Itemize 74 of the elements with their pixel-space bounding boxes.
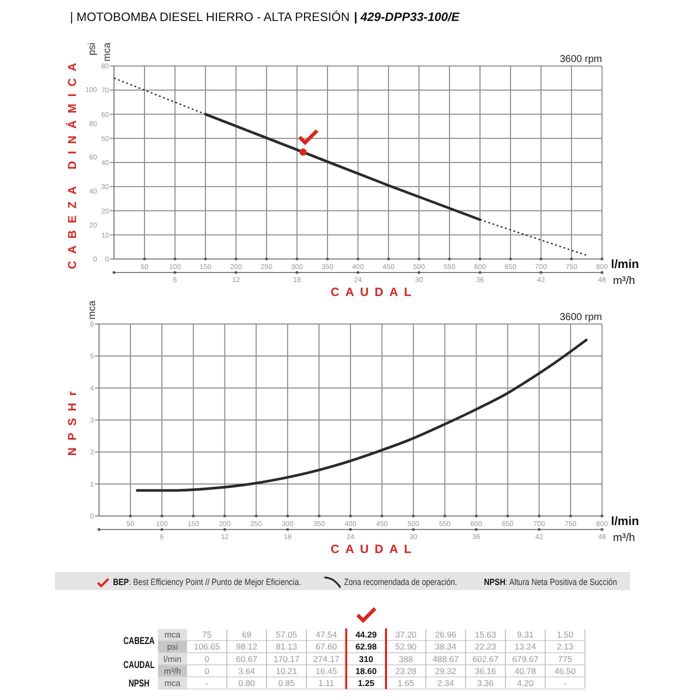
data-label: 40.78 bbox=[514, 666, 536, 676]
data-label: 3.36 bbox=[477, 678, 494, 688]
data-label: 38.34 bbox=[435, 642, 457, 652]
data-label: 46.50 bbox=[554, 666, 576, 676]
data-label: 98.12 bbox=[236, 642, 258, 652]
x-axis-title: CAUDAL bbox=[330, 542, 418, 556]
data-label: 57.05 bbox=[276, 630, 298, 640]
data-label: 60.67 bbox=[236, 654, 258, 664]
data-label: 1.65 bbox=[398, 678, 414, 688]
data-label: 1.11 bbox=[318, 678, 335, 688]
data-label: 310 bbox=[359, 654, 374, 664]
y-tick-label: psi bbox=[167, 642, 178, 652]
chart-title: | MOTOBOMBA DIESEL HIERRO - ALTA PRESIÓN bbox=[70, 10, 350, 24]
data-label: 1.25 bbox=[358, 678, 375, 688]
data-label: 388 bbox=[398, 654, 414, 664]
chart-subtitle: | 429-DPP33-100/E bbox=[354, 10, 460, 24]
data-label: 29.32 bbox=[435, 666, 457, 676]
text: CABEZA DINÁMICA bbox=[65, 56, 79, 270]
data-label: 67.60 bbox=[316, 642, 338, 652]
x2-axis-title: m³/h bbox=[613, 532, 635, 544]
data-label: 3.64 bbox=[238, 666, 256, 676]
data-label: 2.34 bbox=[437, 678, 454, 688]
data-label: 69 bbox=[242, 630, 252, 640]
data-label: 0.85 bbox=[278, 678, 296, 688]
data-label: 4.20 bbox=[517, 678, 534, 688]
data-label: 0.80 bbox=[238, 678, 256, 688]
annotation: CAUDAL bbox=[123, 660, 166, 672]
text: Zona recomendada de operación. bbox=[344, 577, 480, 587]
data-label: 47.54 bbox=[316, 630, 338, 640]
data-label: 274.17 bbox=[313, 654, 340, 664]
data-label: 22.23 bbox=[474, 642, 496, 652]
data-label: 488.67 bbox=[432, 654, 459, 664]
y-tick-label: mca bbox=[164, 630, 181, 640]
data-label: 75 bbox=[202, 630, 212, 640]
y-tick-label: mca bbox=[164, 678, 181, 688]
text: 3600 rpm bbox=[560, 312, 602, 323]
x2-axis-title: m³/h bbox=[613, 275, 635, 287]
data-label: 13.24 bbox=[514, 642, 536, 652]
data-label: 37.20 bbox=[395, 630, 417, 640]
data-label: 775 bbox=[558, 654, 572, 664]
data-label: 62.98 bbox=[355, 642, 378, 652]
data-label: 36.16 bbox=[474, 666, 496, 676]
x-axis-title: CAUDAL bbox=[330, 285, 418, 299]
data-label: 52.90 bbox=[395, 642, 417, 652]
y-axis-title: NPSHr bbox=[67, 384, 79, 456]
data-label: 9.31 bbox=[517, 630, 534, 640]
annotation: CABEZA bbox=[123, 636, 166, 647]
y-tick-label: m³/h bbox=[164, 666, 182, 676]
text: NPSH: Altura Neta Positiva de Succión bbox=[484, 577, 636, 587]
data-label: 15.63 bbox=[474, 630, 496, 640]
data-label: 10.21 bbox=[276, 666, 298, 676]
data-label: 81.13 bbox=[276, 642, 298, 652]
text: NPSH bbox=[128, 678, 156, 690]
text: BEP: Best Efficiency Point // Punto de Mejor Eficiencia. bbox=[113, 577, 330, 587]
y-tick-label: l/min bbox=[164, 654, 182, 664]
data-label: 0 bbox=[204, 666, 210, 676]
data-label: 18.60 bbox=[355, 666, 378, 676]
data-label: 2.13 bbox=[556, 642, 574, 652]
data-label: 106.65 bbox=[194, 642, 220, 652]
data-label: 0 bbox=[204, 654, 210, 664]
line-series bbox=[136, 338, 588, 492]
data-label: 602.67 bbox=[472, 654, 499, 664]
data-label: 679.67 bbox=[512, 654, 539, 664]
data-label: 26.96 bbox=[435, 630, 457, 640]
text: - bbox=[205, 678, 208, 688]
data-label: 170.17 bbox=[274, 654, 300, 664]
data-label: 16.45 bbox=[316, 666, 338, 676]
text: l/min bbox=[611, 514, 640, 528]
data-label: 23.28 bbox=[395, 666, 417, 676]
text: 3600 rpm bbox=[560, 54, 602, 65]
data-label: 1.50 bbox=[556, 630, 574, 640]
text: - bbox=[564, 678, 567, 688]
data-label: 44.29 bbox=[355, 630, 378, 640]
text: l/min bbox=[611, 257, 640, 271]
